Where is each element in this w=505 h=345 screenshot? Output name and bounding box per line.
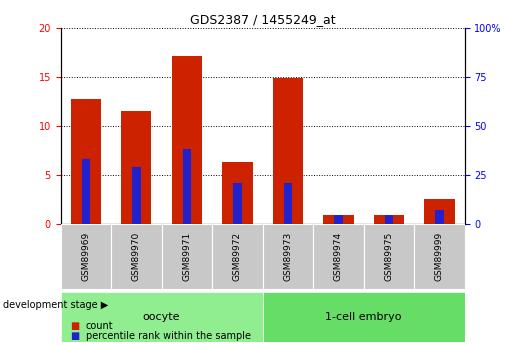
Text: GSM89969: GSM89969 xyxy=(81,231,90,281)
Text: development stage ▶: development stage ▶ xyxy=(3,300,108,310)
Text: count: count xyxy=(86,321,114,331)
Bar xyxy=(132,167,140,224)
Title: GDS2387 / 1455249_at: GDS2387 / 1455249_at xyxy=(190,13,335,27)
Bar xyxy=(212,224,263,288)
Bar xyxy=(162,224,212,288)
Bar xyxy=(323,215,353,224)
Text: ■: ■ xyxy=(71,332,83,341)
Bar xyxy=(374,215,404,224)
Text: GSM89974: GSM89974 xyxy=(334,231,343,281)
Bar xyxy=(183,149,191,224)
Text: GSM89971: GSM89971 xyxy=(182,231,191,281)
Bar xyxy=(233,183,241,224)
Bar xyxy=(435,210,443,224)
Bar xyxy=(263,292,465,342)
Text: oocyte: oocyte xyxy=(143,312,180,322)
Text: 1-cell embryo: 1-cell embryo xyxy=(325,312,402,322)
Bar xyxy=(111,224,162,288)
Bar xyxy=(263,224,313,288)
Text: GSM89999: GSM89999 xyxy=(435,231,444,281)
Bar xyxy=(414,224,465,288)
Bar xyxy=(71,99,101,224)
Text: GSM89972: GSM89972 xyxy=(233,231,242,281)
Bar xyxy=(273,78,303,224)
Bar xyxy=(334,216,342,224)
Text: percentile rank within the sample: percentile rank within the sample xyxy=(86,332,251,341)
Bar xyxy=(385,216,393,224)
Bar xyxy=(82,159,90,224)
Bar xyxy=(424,199,454,224)
Bar xyxy=(61,224,111,288)
Text: ■: ■ xyxy=(71,321,83,331)
Bar xyxy=(172,56,202,224)
Text: GSM89970: GSM89970 xyxy=(132,231,141,281)
Bar xyxy=(222,162,252,224)
Bar xyxy=(284,183,292,224)
Bar xyxy=(61,292,263,342)
Text: GSM89973: GSM89973 xyxy=(283,231,292,281)
Text: GSM89975: GSM89975 xyxy=(384,231,393,281)
Bar xyxy=(364,224,414,288)
Bar xyxy=(313,224,364,288)
Bar xyxy=(121,111,152,224)
